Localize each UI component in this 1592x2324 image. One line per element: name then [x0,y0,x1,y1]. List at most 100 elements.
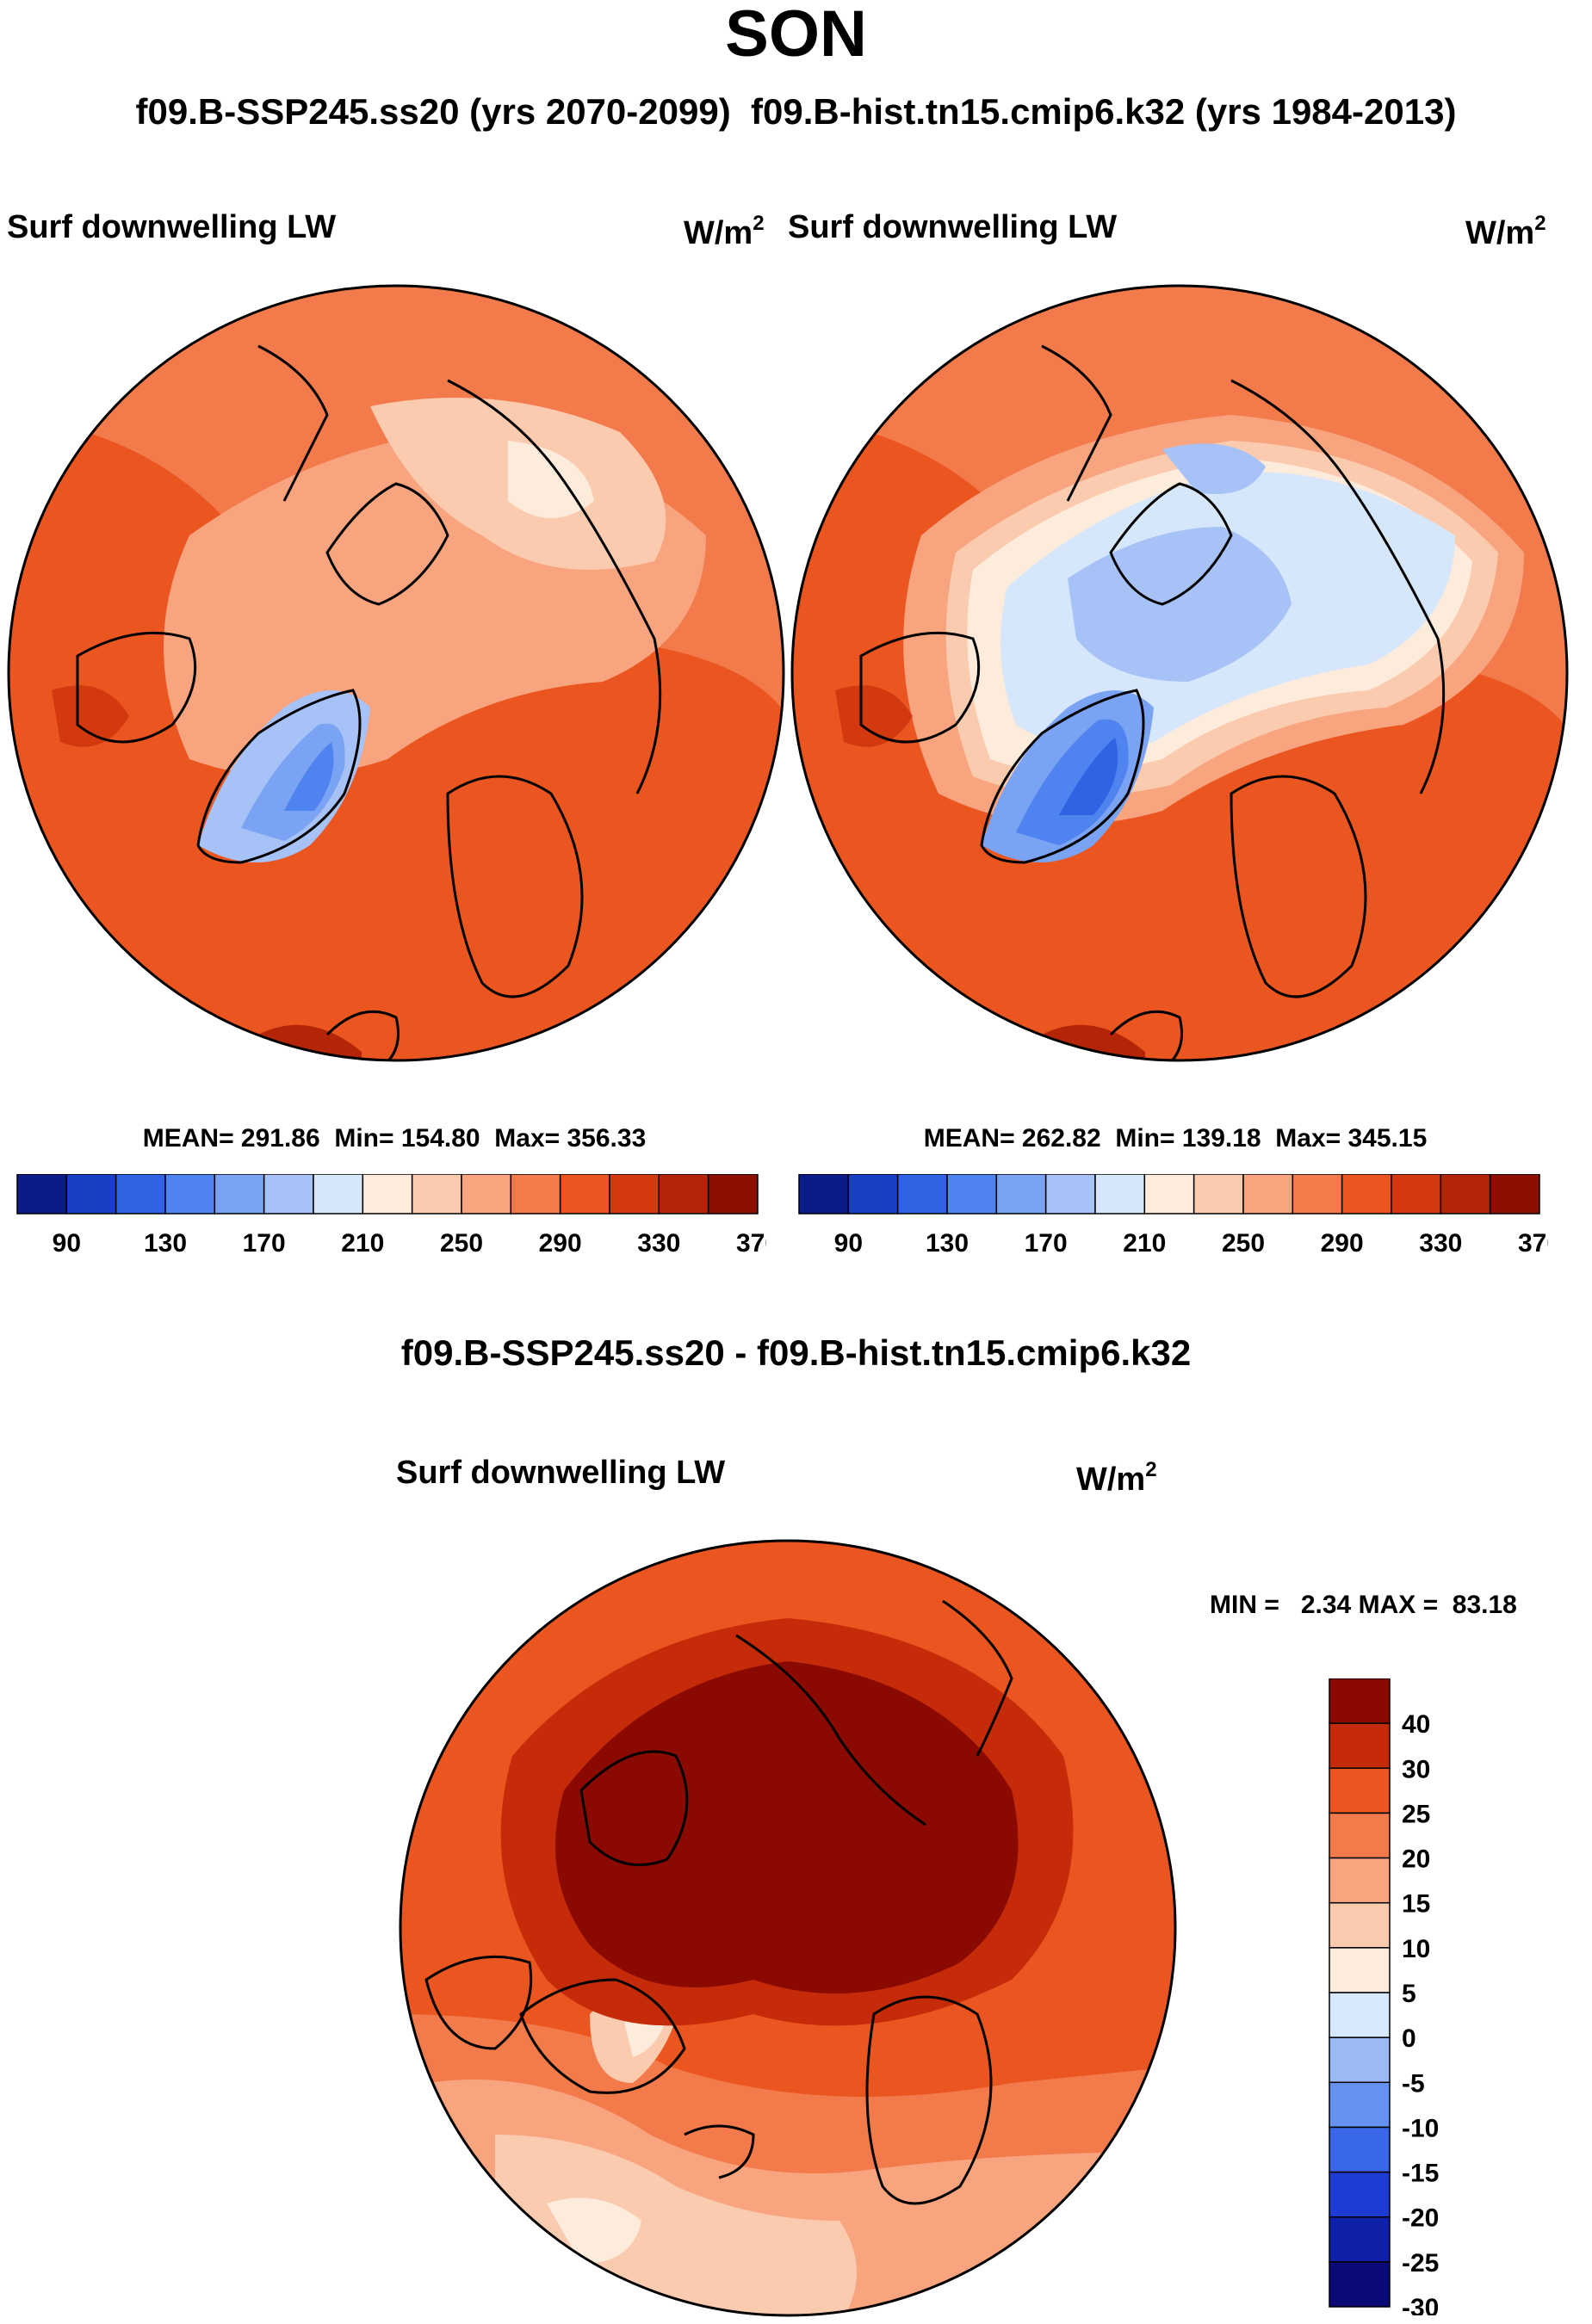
colorbar-3-swatch [1329,1947,1391,1993]
panel3-units-base: W/m [1076,1462,1146,1498]
colorbar-1-swatch [609,1174,660,1215]
colorbar-3-swatch [1329,1767,1391,1814]
colorbar-2-tick-label: 370 [1518,1229,1548,1258]
colorbar-3-swatch [1329,1722,1391,1770]
map1-coastlines [76,344,662,1060]
colorbar-3-tick-label: 25 [1402,1800,1430,1828]
map1-greenland-core [284,742,334,811]
colorbar-3-swatch [1329,1992,1391,2038]
main-title: SON [725,0,867,71]
colorbar-3-swatch [1329,1812,1391,1859]
colorbar-2-tick-label: 290 [1321,1229,1364,1258]
colorbar-3-tick-label: 0 [1402,2024,1416,2053]
colorbar-3-swatch [1329,2037,1391,2084]
colorbar-2-swatch [1192,1174,1244,1215]
colorbar-2: 90 130 170 210 250 290 330 370 [798,1174,1548,1258]
colorbar-3-swatch [1329,1678,1391,1724]
diff-title: f09.B-SSP245.ss20 - f09.B-hist.tn15.cmip… [400,1332,1192,1373]
colorbar-3-swatch [1329,2081,1391,2129]
colorbar-1-tick-label: 130 [144,1229,187,1258]
colorbar-1-swatch [510,1174,561,1215]
colorbar-3-tick-label: -25 [1402,2249,1439,2278]
colorbar-2-swatch [946,1174,998,1215]
colorbar-1-swatch [164,1174,216,1215]
map-panel-2 [790,284,1569,1062]
map2-greenland-inner [1016,719,1129,845]
colorbar-3-tick-label: -15 [1402,2160,1439,2188]
colorbar-2-swatch [995,1174,1047,1215]
colorbar-2-swatch [1440,1174,1491,1215]
map1-region-warm-south [9,811,784,1060]
colorbar-1-swatch [411,1174,462,1215]
map-panel-3 [399,1539,1177,2317]
colorbar-2-swatch [1242,1174,1294,1215]
colorbar-1-tick-label: 170 [243,1229,286,1258]
colorbar-1-swatch [214,1174,265,1215]
colorbar-1-tick-label: 290 [539,1229,582,1258]
map2-coastlines [859,344,1446,1060]
colorbar-1-swatch [16,1174,68,1215]
colorbar-3-tick-label: -10 [1402,2114,1439,2142]
map1-greenland-inner [241,723,345,841]
colorbar-3-tick-label: -30 [1402,2294,1439,2315]
panel2-units-exp: 2 [1534,212,1546,235]
colorbar-2-tick-label: 330 [1419,1229,1462,1258]
colorbar-3-tick-label: -20 [1402,2204,1439,2233]
colorbar-2-swatch [798,1174,850,1215]
colorbar-2-swatch [847,1174,899,1215]
colorbar-1-swatch [65,1174,117,1215]
colorbar-3-tick-label: 5 [1402,1980,1416,2008]
colorbar-3-swatch [1329,2171,1391,2218]
map1-hotspot [52,685,129,747]
map2-frame [790,284,1569,1062]
colorbar-2-swatch [1044,1174,1096,1215]
panel2-units: W/m2 [1465,212,1546,252]
panel1-stats: MEAN= 291.86 Min= 154.80 Max= 356.33 [142,1124,647,1153]
panel2-title: Surf downwelling LW [788,209,1118,245]
colorbar-3-swatch [1329,2261,1391,2308]
colorbar-1-swatch [263,1174,314,1215]
colorbar-2-swatch [1143,1174,1195,1215]
colorbar-3-swatch [1329,1901,1391,1949]
map2-greenland-core [1059,738,1118,815]
colorbar-1-swatch [313,1174,364,1215]
map3-region-palest [547,2197,641,2264]
map-panel-1 [7,284,785,1062]
colorbar-1-swatch [707,1174,759,1215]
colorbar-2-tick-label: 170 [1025,1229,1068,1258]
colorbar-1-tick-label: 210 [341,1229,384,1258]
panel1-title: Surf downwelling LW [7,209,337,245]
panel1-units-base: W/m [684,215,753,251]
map2-hotspot [835,685,913,747]
map3-coastlines [424,1599,1013,2205]
colorbar-3-tick-label: 30 [1402,1755,1430,1783]
colorbar-3-swatch [1329,2216,1391,2263]
colorbar-3-tick-label: 20 [1402,1845,1430,1874]
colorbar-1-swatch [559,1174,610,1215]
colorbar-2-tick-label: 90 [834,1229,863,1258]
colorbar-1-tick-label: 370 [736,1229,766,1258]
colorbar-3-tick-label: 10 [1402,1935,1430,1963]
map3-frame [399,1539,1177,2317]
map2-ice-core [1068,527,1292,682]
colorbar-3-tick-label: 15 [1402,1890,1430,1919]
colorbar-2-swatch [1391,1174,1442,1215]
panel1-units-exp: 2 [753,212,765,235]
map2-ice-patch [1162,443,1266,494]
colorbar-2-swatch [1341,1174,1392,1215]
colorbar-3-swatch [1329,2126,1391,2173]
panel3-title: Surf downwelling LW [396,1455,726,1491]
panel3-stats: MIN = 2.34 MAX = 83.18 [1210,1591,1517,1619]
panel2-units-base: W/m [1465,215,1535,251]
colorbar-1: 90 130 170 210 250 290 330 370 [16,1174,766,1258]
map1-region-palest [508,441,594,518]
colorbar-1-swatch [461,1174,512,1215]
panel1-units: W/m2 [684,212,765,252]
colorbar-1-swatch [362,1174,413,1215]
colorbar-2-tick-label: 210 [1123,1229,1166,1258]
colorbar-1-tick-label: 330 [637,1229,680,1258]
colorbar-1-swatch [115,1174,166,1215]
colorbar-3-swatch [1329,1857,1391,1904]
map1-frame [7,284,785,1062]
